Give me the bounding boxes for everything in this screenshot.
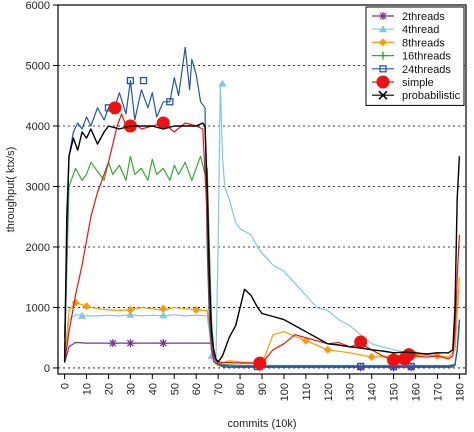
data-point-marker — [126, 310, 135, 318]
x-tick-label: 10 — [82, 383, 94, 395]
data-point-marker — [108, 101, 122, 115]
data-point-marker — [354, 335, 368, 349]
series-16threads — [64, 155, 460, 367]
series-probabilistic — [63, 122, 461, 363]
x-tick-label: 120 — [323, 383, 335, 401]
legend-item: probabilistic — [372, 90, 461, 102]
data-point-marker — [218, 79, 227, 87]
data-point-marker — [82, 302, 91, 311]
data-point-marker — [389, 363, 398, 372]
x-tick-label: 90 — [257, 383, 269, 395]
data-point-marker — [379, 25, 387, 33]
data-point-marker — [376, 75, 390, 89]
data-point-marker — [379, 12, 387, 20]
data-point-marker — [78, 311, 87, 319]
data-point-marker — [166, 98, 174, 106]
data-point-marker — [253, 356, 267, 370]
series-line — [64, 82, 460, 362]
legend-label: simple — [402, 77, 434, 89]
x-tick-label: 20 — [103, 383, 115, 395]
x-tick-label: 170 — [432, 383, 444, 401]
data-point-marker — [402, 348, 416, 362]
data-point-marker — [192, 305, 201, 314]
x-axis: 0 10 20 30 40 50 60 70 80 90 100 110 120 130 140 150 160… — [60, 374, 466, 401]
series-line — [64, 277, 460, 367]
series-line — [64, 113, 460, 364]
series-8threads — [64, 277, 460, 369]
x-tick-label: 180 — [454, 383, 466, 401]
legend-item: 2threads — [372, 11, 445, 23]
data-point-marker — [378, 90, 388, 100]
data-point-marker — [126, 76, 135, 85]
x-tick-label: 70 — [213, 383, 225, 395]
data-point-marker — [356, 363, 365, 372]
data-point-marker — [159, 311, 168, 319]
legend-label: 24threads — [402, 64, 451, 76]
data-point-marker — [379, 65, 387, 73]
data-point-marker — [126, 305, 135, 314]
x-tick-label: 100 — [279, 383, 291, 401]
legend-label: probabilistic — [402, 90, 461, 102]
x-tick-label: 140 — [367, 383, 379, 401]
y-tick-label: 4000 — [26, 121, 50, 133]
x-tick-label: 160 — [411, 383, 423, 401]
data-point-marker — [159, 304, 168, 313]
y-tick-label: 1000 — [26, 302, 50, 314]
data-point-marker — [126, 339, 135, 348]
data-point-marker — [159, 339, 168, 348]
legend-item: 16threads — [372, 51, 451, 63]
y-tick-label: 6000 — [26, 0, 50, 12]
data-point-marker — [357, 362, 365, 371]
legend-item: 24threads — [372, 64, 451, 76]
y-tick-label: 3000 — [26, 181, 50, 193]
y-axis-title: throughput( ktx/s) — [5, 147, 17, 233]
legend-label: 4thread — [402, 24, 439, 36]
x-axis-title: commits (10k) — [227, 418, 296, 430]
series-line — [64, 155, 460, 367]
data-point-marker — [407, 362, 415, 371]
data-point-marker — [367, 353, 376, 362]
plot-series — [63, 46, 461, 372]
y-tick-label: 2000 — [26, 242, 50, 254]
data-point-marker — [379, 38, 387, 47]
data-point-marker — [156, 116, 170, 130]
x-tick-label: 150 — [389, 383, 401, 401]
x-tick-label: 30 — [125, 383, 137, 395]
data-point-marker — [379, 51, 387, 60]
data-point-marker — [387, 353, 401, 367]
x-tick-label: 130 — [345, 383, 357, 401]
data-point-marker — [407, 363, 416, 372]
x-tick-label: 50 — [169, 383, 181, 395]
legend-item: simple — [372, 75, 434, 89]
legend-label: 2threads — [402, 11, 445, 23]
y-tick-label: 0 — [44, 363, 50, 375]
legend-label: 8threads — [402, 37, 445, 49]
legend-item: 4thread — [372, 24, 439, 36]
x-tick-label: 0 — [60, 383, 72, 389]
x-tick-label: 110 — [301, 383, 313, 401]
data-point-marker — [323, 345, 332, 354]
data-point-marker — [108, 339, 117, 348]
data-point-marker — [139, 76, 148, 85]
legend-item: 8threads — [372, 37, 445, 49]
x-tick-label: 60 — [191, 383, 203, 395]
series-4thread — [64, 79, 460, 362]
series-simple — [64, 101, 460, 370]
x-tick-label: 80 — [235, 383, 247, 395]
legend-label: 16threads — [402, 51, 451, 63]
series-2threads — [64, 319, 460, 372]
series-line — [64, 46, 460, 367]
series-line — [63, 122, 461, 363]
y-tick-label: 5000 — [26, 60, 50, 72]
x-tick-label: 40 — [147, 383, 159, 395]
y-axis: 0 1000 2000 3000 4000 5000 6000 — [26, 0, 58, 375]
